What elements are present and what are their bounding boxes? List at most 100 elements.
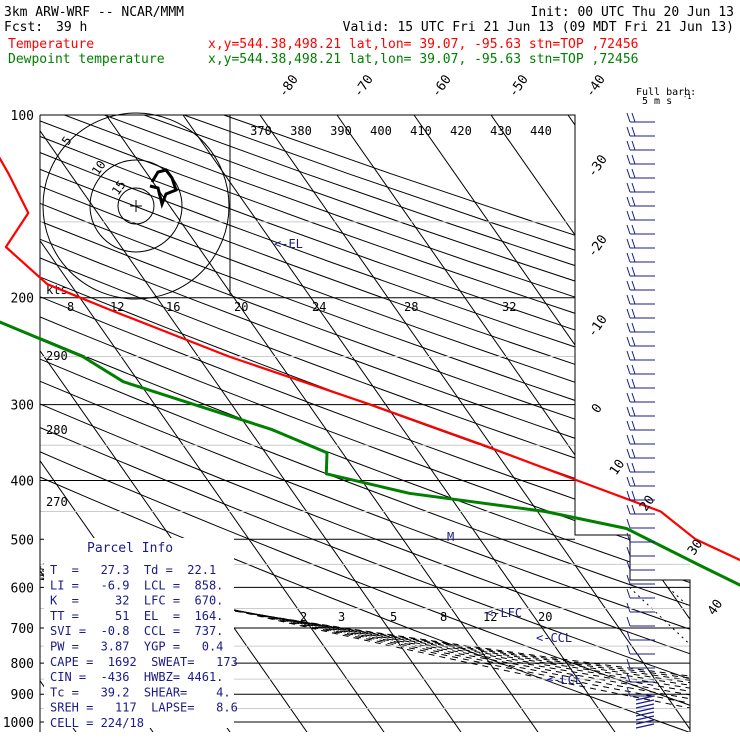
wind-barb-flag xyxy=(626,392,631,403)
dry-adiabat-line xyxy=(40,115,690,732)
hodograph-ring-label: 10 xyxy=(89,158,109,178)
hodograph-ring-label: 15 xyxy=(109,178,129,198)
theta-label: 440 xyxy=(530,124,552,138)
hodograph-trace xyxy=(149,168,178,209)
theta-label: 380 xyxy=(290,124,312,138)
wind-barb-flag xyxy=(626,322,631,333)
dewpoint-legend: Dewpoint temperature xyxy=(8,52,165,67)
mixing-ratio-label: 8 xyxy=(440,610,447,624)
wind-barb-flag xyxy=(626,364,631,375)
theta-label: 430 xyxy=(490,124,512,138)
wind-barb-flag xyxy=(626,140,631,151)
mixing-ratio-labels: 2 3 5 8 12 20 xyxy=(300,610,552,624)
wind-barb-flag xyxy=(631,140,636,151)
pressure-labels: 100 200 300 400 500 600 700 800 900 1000 xyxy=(3,109,34,731)
isotherm-label: 40 xyxy=(705,597,726,618)
plot-outline xyxy=(40,114,691,732)
isotherm-label: 10 xyxy=(607,457,628,478)
temperature-location: x,y=544.38,498.21 lat,lon= 39.07, -95.63… xyxy=(208,37,638,52)
wind-barb-flag xyxy=(626,588,631,599)
parcel-info-rows: T = 27.3 Td = 22.1LI = -6.9 LCL = 858. K … xyxy=(50,563,238,730)
wind-barb-flag xyxy=(626,308,631,319)
wind-barb-flag xyxy=(626,532,631,543)
hodograph-ring xyxy=(42,112,230,300)
wind-barb-flag xyxy=(626,126,631,137)
parcel-info-row: SVI = -0.8 CCL = 737. xyxy=(50,624,223,638)
isotherm-line xyxy=(413,115,690,732)
wind-barb-flag xyxy=(631,378,636,389)
hodograph-wind-value: 8 xyxy=(67,300,74,314)
wind-barb-flag xyxy=(631,504,636,515)
isotherm-label: -50 xyxy=(506,72,532,100)
wind-barb-flag xyxy=(626,224,631,235)
isotherm-line xyxy=(644,115,690,732)
pressure-label: 700 xyxy=(11,622,34,637)
wind-barb-flag xyxy=(631,196,636,207)
wind-barb-flag xyxy=(631,364,636,375)
wind-barb-flag xyxy=(626,266,631,277)
wind-barb-flag xyxy=(631,210,636,221)
wind-barb-flag xyxy=(631,336,636,347)
wind-barb-flag xyxy=(626,658,631,669)
hodograph-wind-value: 16 xyxy=(166,300,180,314)
parcel-info-row: LI = -6.9 LCL = 858. xyxy=(50,578,223,592)
wind-barb-flag xyxy=(626,476,631,487)
pressure-label: 500 xyxy=(11,533,34,548)
pressure-label: 900 xyxy=(11,688,34,703)
isotherm-label: -40 xyxy=(583,72,609,100)
barb-legend-title: Full barb: xyxy=(636,87,696,98)
wind-barb-flag xyxy=(631,308,636,319)
wind-barb-flag xyxy=(631,448,636,459)
wind-barb-flag xyxy=(631,112,636,123)
wind-barb-flag xyxy=(626,182,631,193)
isotherm-line xyxy=(259,115,690,732)
wind-barb-flag xyxy=(626,504,631,515)
isotherm-line xyxy=(105,115,541,732)
lcl-annotation: <-LCL xyxy=(546,673,582,687)
pressure-label: 200 xyxy=(11,292,34,307)
wind-barb-flag xyxy=(626,672,631,683)
mixing-ratio-label: 20 xyxy=(538,610,552,624)
wind-barb-flag xyxy=(631,126,636,137)
wind-barb-flag xyxy=(626,490,631,501)
dry-adiabat-line xyxy=(40,115,690,732)
wind-barb-flag xyxy=(631,420,636,431)
dry-adiabat-line xyxy=(40,115,690,732)
wind-barb-flag xyxy=(626,518,631,529)
wind-barbs xyxy=(626,112,655,729)
model-title: 3km ARW-WRF -- NCAR/MMM xyxy=(4,5,184,20)
isotherm-line xyxy=(722,115,740,735)
wind-barb-flag xyxy=(626,252,631,263)
lfc-annotation: <-LFC xyxy=(486,606,522,620)
temperature-legend: Temperature xyxy=(8,37,94,52)
mixing-ratio-label: 12 xyxy=(483,610,497,624)
mixing-ratio-label: 3 xyxy=(338,610,345,624)
wind-barb-flag xyxy=(626,686,631,697)
parcel-info-row: SREH = 117 LAPSE= 8.6 xyxy=(50,701,238,715)
el-annotation: <-EL xyxy=(274,237,303,251)
parcel-info-row: CAPE = 1692 SWEAT= 173 xyxy=(50,655,238,669)
parcel-info-row: K = 32 LFC = 670. xyxy=(50,594,223,608)
wind-barb-flag xyxy=(626,154,631,165)
wind-barb-flag xyxy=(631,168,636,179)
isotherm-line xyxy=(40,115,387,732)
plot-border xyxy=(39,114,691,732)
barb-legend-superscript: -1 xyxy=(683,93,691,101)
wind-barb-flag xyxy=(626,602,631,613)
wind-barb-flag xyxy=(626,378,631,389)
ccl-annotation: <-CCL xyxy=(536,631,572,645)
dry-adiabat-line xyxy=(40,115,690,732)
wind-barb-low xyxy=(635,719,655,725)
wind-barb-flag xyxy=(631,294,636,305)
isotherm-label: -60 xyxy=(429,72,455,100)
dry-adiabat-label: 290 xyxy=(46,349,68,363)
dry-adiabat-line xyxy=(40,115,690,732)
isotherm-label: 20 xyxy=(637,493,658,514)
theta-label: 390 xyxy=(330,124,352,138)
isotherm-label: 0 xyxy=(589,401,606,416)
isotherm-line xyxy=(490,115,690,732)
isotherm-line xyxy=(40,115,464,732)
wind-barb-low xyxy=(635,707,655,713)
temperature-profile-line xyxy=(0,156,740,562)
